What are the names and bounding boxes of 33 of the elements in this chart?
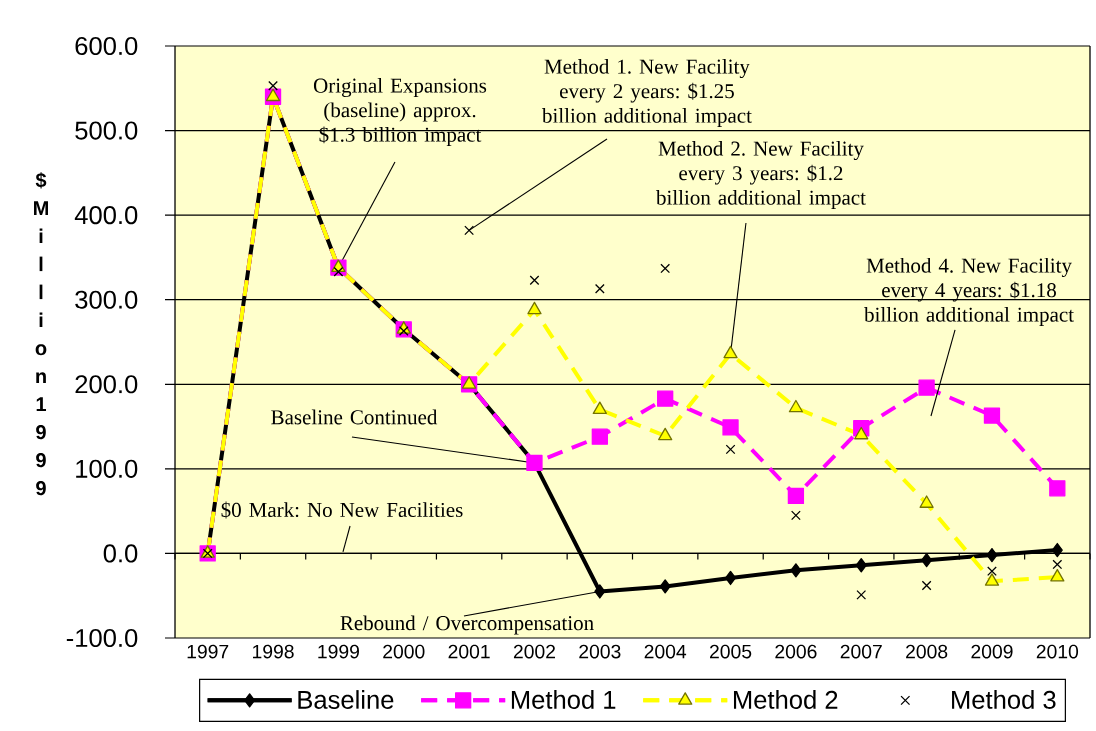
y-tick-label: 600.0 (75, 36, 138, 56)
y-tick-label: 200.0 (75, 375, 138, 394)
x-tick-label: 2006 (775, 644, 817, 659)
legend-label: Method 3 (952, 690, 1056, 709)
annotation: Method 4. New Facility every 4 years: $1.18 billion additional impact (864, 257, 1074, 327)
x-tick-label: 2003 (579, 644, 621, 659)
x-tick-label: 2008 (906, 644, 948, 659)
x-tick-label: 1998 (253, 644, 294, 659)
y-tick-label: 400.0 (74, 206, 138, 225)
x-tick-label: 2010 (1036, 644, 1079, 659)
x-tick-label: 2002 (513, 644, 555, 659)
annotation: Baseline Continued (271, 409, 438, 425)
annotation: $0 Mark: No New Facilities (221, 501, 463, 519)
x-tick-label: 2004 (644, 644, 687, 659)
legend-label: Method 1 (511, 690, 616, 709)
x-tick-label: 2000 (383, 644, 425, 659)
legend-label: Baseline (298, 690, 394, 709)
y-tick-label: 300.0 (75, 290, 138, 309)
y-tick-label: 0.0 (103, 544, 138, 563)
x-tick-label: 2005 (710, 644, 752, 659)
y-tick-label: 100.0 (76, 459, 138, 478)
x-tick-label: 2007 (840, 644, 882, 659)
x-tick-label: 1997 (187, 644, 229, 659)
y-tick-label: 500.0 (75, 121, 138, 140)
x-tick-label: 2001 (448, 644, 490, 659)
x-tick-label: 1999 (318, 644, 359, 659)
annotation: Method 1. New Facility every 2 years: $1.25 billion additional impact (541, 58, 752, 128)
x-tick-label: 2009 (971, 644, 1013, 659)
legend-label: Method 2 (733, 690, 838, 709)
text: $ Million 1999 (34, 172, 48, 496)
y-tick-label: -100.0 (66, 628, 138, 648)
annotation: Rebound / Overcompensation (340, 615, 594, 635)
annotation: Method 2. New Facility every 3 years: $1.2 billion additional impact (655, 140, 866, 210)
